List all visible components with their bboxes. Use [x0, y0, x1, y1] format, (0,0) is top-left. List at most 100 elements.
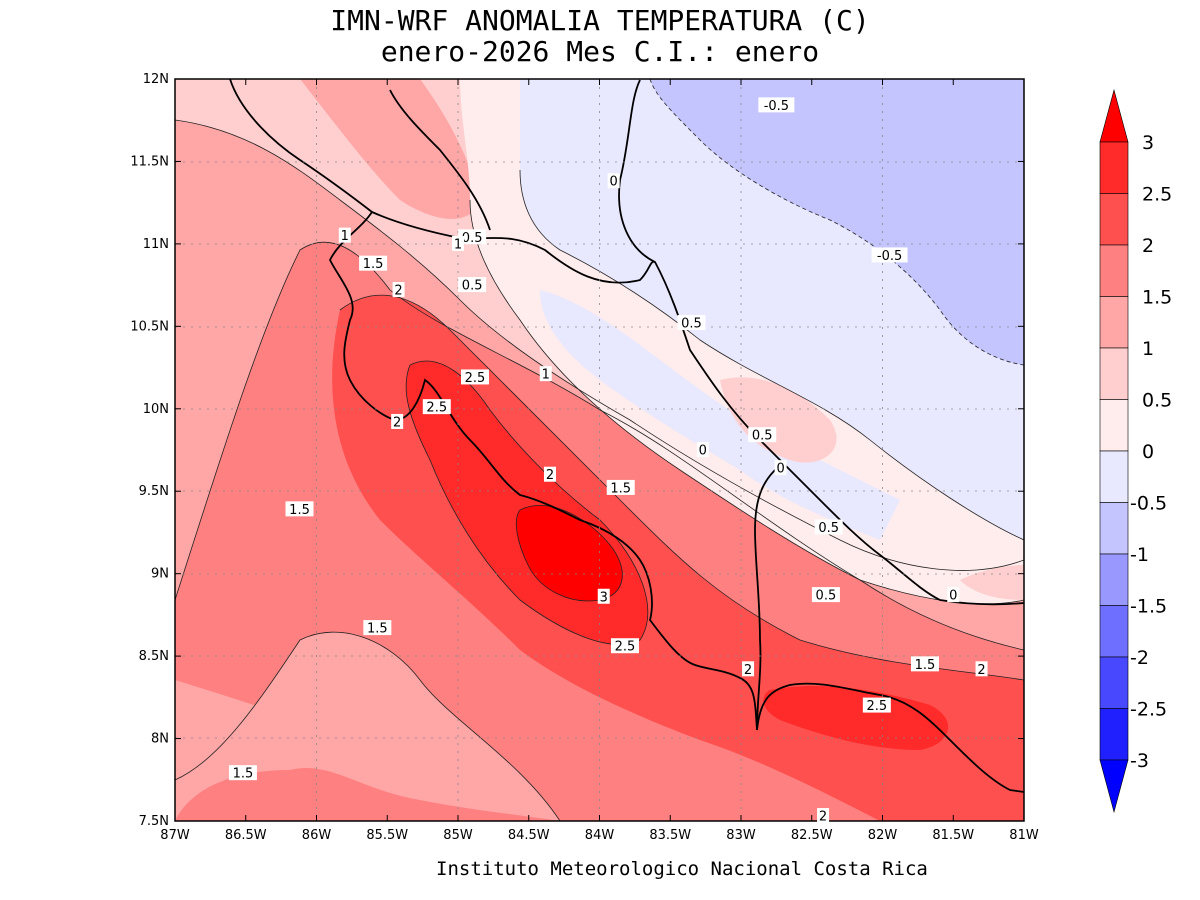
contour-label: 0.5: [818, 521, 839, 536]
contour-label-bg: [338, 227, 351, 243]
contour-label: 2: [819, 810, 827, 825]
colorbar-swatch: [1099, 656, 1129, 709]
contour-label: 0: [776, 462, 784, 477]
contour-label-bg: [391, 413, 404, 429]
contour-label-bg: [543, 466, 556, 482]
colorbar-label: 1: [1142, 338, 1154, 360]
contour-label: 1: [454, 237, 462, 252]
lon-tick-label: 85W: [443, 828, 473, 843]
lon-tick-label: 86W: [302, 828, 332, 843]
contour-label: 1: [542, 368, 550, 383]
lon-tick-label: 82.5W: [791, 828, 833, 843]
colorbar-bottom-arrow: [1099, 759, 1129, 814]
contour-label-bg: [677, 315, 706, 331]
colorbar-top-arrow: [1099, 88, 1129, 143]
contour-label-bg: [862, 697, 891, 713]
lon-tick-label: 84.5W: [508, 828, 550, 843]
contour-label-bg: [228, 765, 257, 781]
contour-label-bg: [597, 588, 610, 604]
lat-tick-label: 7.5N: [139, 814, 169, 829]
contour-label: 1.5: [610, 481, 631, 496]
contour-label: 1.5: [363, 257, 384, 272]
contour-label-bg: [607, 173, 620, 189]
contour-label-bg: [748, 427, 777, 443]
contour-label-bg: [460, 369, 489, 385]
contour-label-bg: [392, 282, 405, 298]
lat-tick-label: 9N: [151, 567, 169, 582]
contour-label: 0: [949, 589, 957, 604]
colorbar-swatch: [1099, 553, 1129, 606]
axis-ticks: [174, 78, 1025, 822]
contour-label-bg: [606, 479, 635, 495]
lon-tick-label: 83.5W: [649, 828, 691, 843]
contour-label: 2: [393, 415, 401, 430]
colorbar-label: -2.5: [1130, 699, 1167, 721]
colorbar-swatch: [1099, 193, 1129, 246]
contour-label: 0.5: [462, 231, 483, 246]
contour-label-bg: [774, 460, 787, 476]
colorbar-swatch: [1099, 502, 1129, 555]
contour-label: 2: [977, 663, 985, 678]
contour-label: 1.5: [233, 767, 254, 782]
lon-tick-label: 84W: [585, 828, 615, 843]
contour-label-bg: [817, 808, 830, 824]
lat-tick-label: 8N: [151, 732, 169, 747]
contour-label: 1.5: [367, 622, 388, 637]
contour-label: -0.5: [764, 99, 789, 114]
contour-label: 2.5: [465, 371, 486, 386]
lat-tick-label: 11N: [143, 237, 169, 252]
contour-label: 0.5: [462, 279, 483, 294]
latitude-axis: 12N 11.5N 11N 10.5N 10N 9.5N 9N 8.5N 8N 7.5N: [130, 72, 169, 829]
contour-label: 2: [394, 284, 402, 299]
lat-tick-label: 12N: [143, 72, 169, 87]
lon-tick-label: 87W: [160, 828, 190, 843]
contour-label-bg: [359, 255, 388, 271]
contour-label: 2.5: [866, 699, 887, 714]
contour-label: 2: [744, 663, 752, 678]
contour-label: 2.5: [426, 401, 447, 416]
contour-label: 1: [341, 229, 349, 244]
contour-label-bg: [458, 277, 487, 293]
contour-label-bg: [696, 442, 709, 457]
lat-tick-label: 8.5N: [139, 649, 169, 664]
contour-label: 1.5: [289, 503, 310, 518]
lon-tick-label: 81W: [1009, 828, 1039, 843]
contour-label-bg: [452, 235, 464, 251]
contour-label: 2.5: [615, 640, 636, 655]
contour-label-bg: [811, 587, 840, 603]
lon-tick-label: 86.5W: [225, 828, 267, 843]
longitude-axis: 87W 86.5W 86W 85.5W 85W 84.5W 84W 83.5W 83W 82.5W…: [160, 828, 1039, 843]
lat-tick-label: 10N: [143, 402, 169, 417]
colorbar-swatch: [1099, 450, 1129, 503]
anomaly-field: [175, 79, 1024, 821]
contour-label: 1.5: [915, 658, 936, 673]
colorbar-swatch: [1099, 141, 1129, 194]
colorbar-label: -1.5: [1130, 596, 1167, 618]
contour-label: 0: [610, 175, 618, 190]
grid-lines: [175, 79, 1024, 821]
lat-tick-label: 9.5N: [139, 484, 169, 499]
contour-label: 0.5: [681, 317, 702, 332]
lon-tick-label: 81.5W: [932, 828, 974, 843]
colorbar-label: 1.5: [1142, 287, 1172, 309]
colorbar-label: 0.5: [1142, 390, 1172, 412]
contour-label-bg: [285, 501, 314, 517]
credit-text: Instituto Meteorologico Nacional Costa R…: [436, 858, 928, 880]
contour-label-bg: [910, 656, 939, 672]
contour-label-bg: [814, 519, 843, 535]
lon-tick-label: 82W: [868, 828, 898, 843]
contour-label: 0.5: [752, 429, 773, 444]
contour-label: 3: [600, 590, 608, 605]
colorbar-label: 2.5: [1142, 184, 1172, 206]
contour-label: -0.5: [877, 249, 902, 264]
lon-tick-label: 85.5W: [366, 828, 408, 843]
colorbar-label: 2: [1142, 235, 1154, 257]
map-title: IMN-WRF ANOMALIA TEMPERATURA (C): [330, 4, 870, 37]
contour-label-bg: [871, 247, 908, 263]
colorbar-label: -3: [1130, 750, 1149, 772]
colorbar-label: -2: [1130, 647, 1149, 669]
contour-label-bg: [458, 229, 487, 245]
contour-label-bg: [742, 661, 755, 677]
